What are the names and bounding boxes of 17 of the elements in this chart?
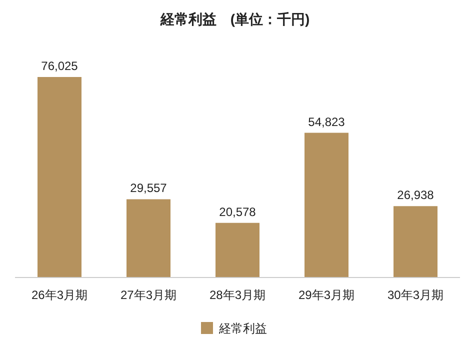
data-label: 26,938: [397, 188, 434, 202]
x-tick-label: 27年3月期: [120, 288, 177, 302]
bar: [304, 132, 348, 277]
x-tick-label: 28年3月期: [209, 288, 266, 302]
x-tick-label: 26年3月期: [31, 288, 88, 302]
bar: [126, 199, 170, 277]
data-label: 76,025: [41, 59, 78, 73]
legend-label: 経常利益: [218, 322, 267, 336]
data-label: 54,823: [308, 114, 346, 129]
chart-title: 経常利益 (単位：千円): [159, 11, 310, 27]
bar: [394, 206, 438, 277]
data-label: 29,557: [130, 181, 168, 196]
bar: [38, 77, 82, 277]
bar: [216, 222, 260, 277]
x-tick-label: 30年3月期: [387, 288, 444, 302]
x-tick-label: 29年3月期: [298, 288, 355, 302]
data-label: 20,578: [219, 204, 256, 219]
